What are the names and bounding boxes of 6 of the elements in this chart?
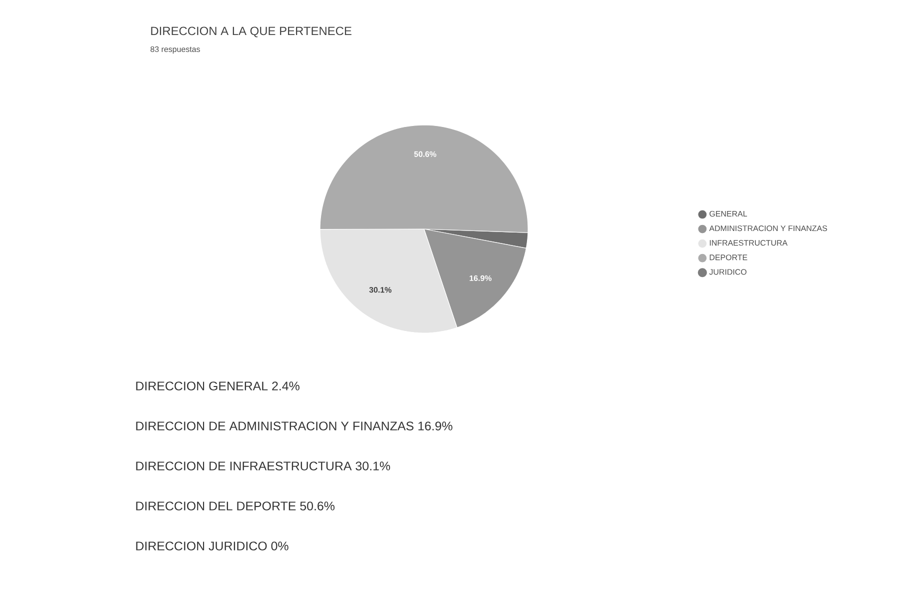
- text: DIRECCION GENERAL 2.4%: [136, 382, 300, 390]
- text: DIRECCION DE ADMINISTRACION Y FINANZAS 16.9%: [136, 422, 452, 430]
- text: DIRECCION JURIDICO 0%: [136, 542, 288, 550]
- text: DIRECCION DEL DEPORTE 50.6%: [136, 502, 335, 510]
- text: DIRECCION DE INFRAESTRUCTURA 30.1%: [136, 462, 390, 470]
- chart-title: DIRECCION A LA QUE PERTENECE: [151, 26, 352, 38]
